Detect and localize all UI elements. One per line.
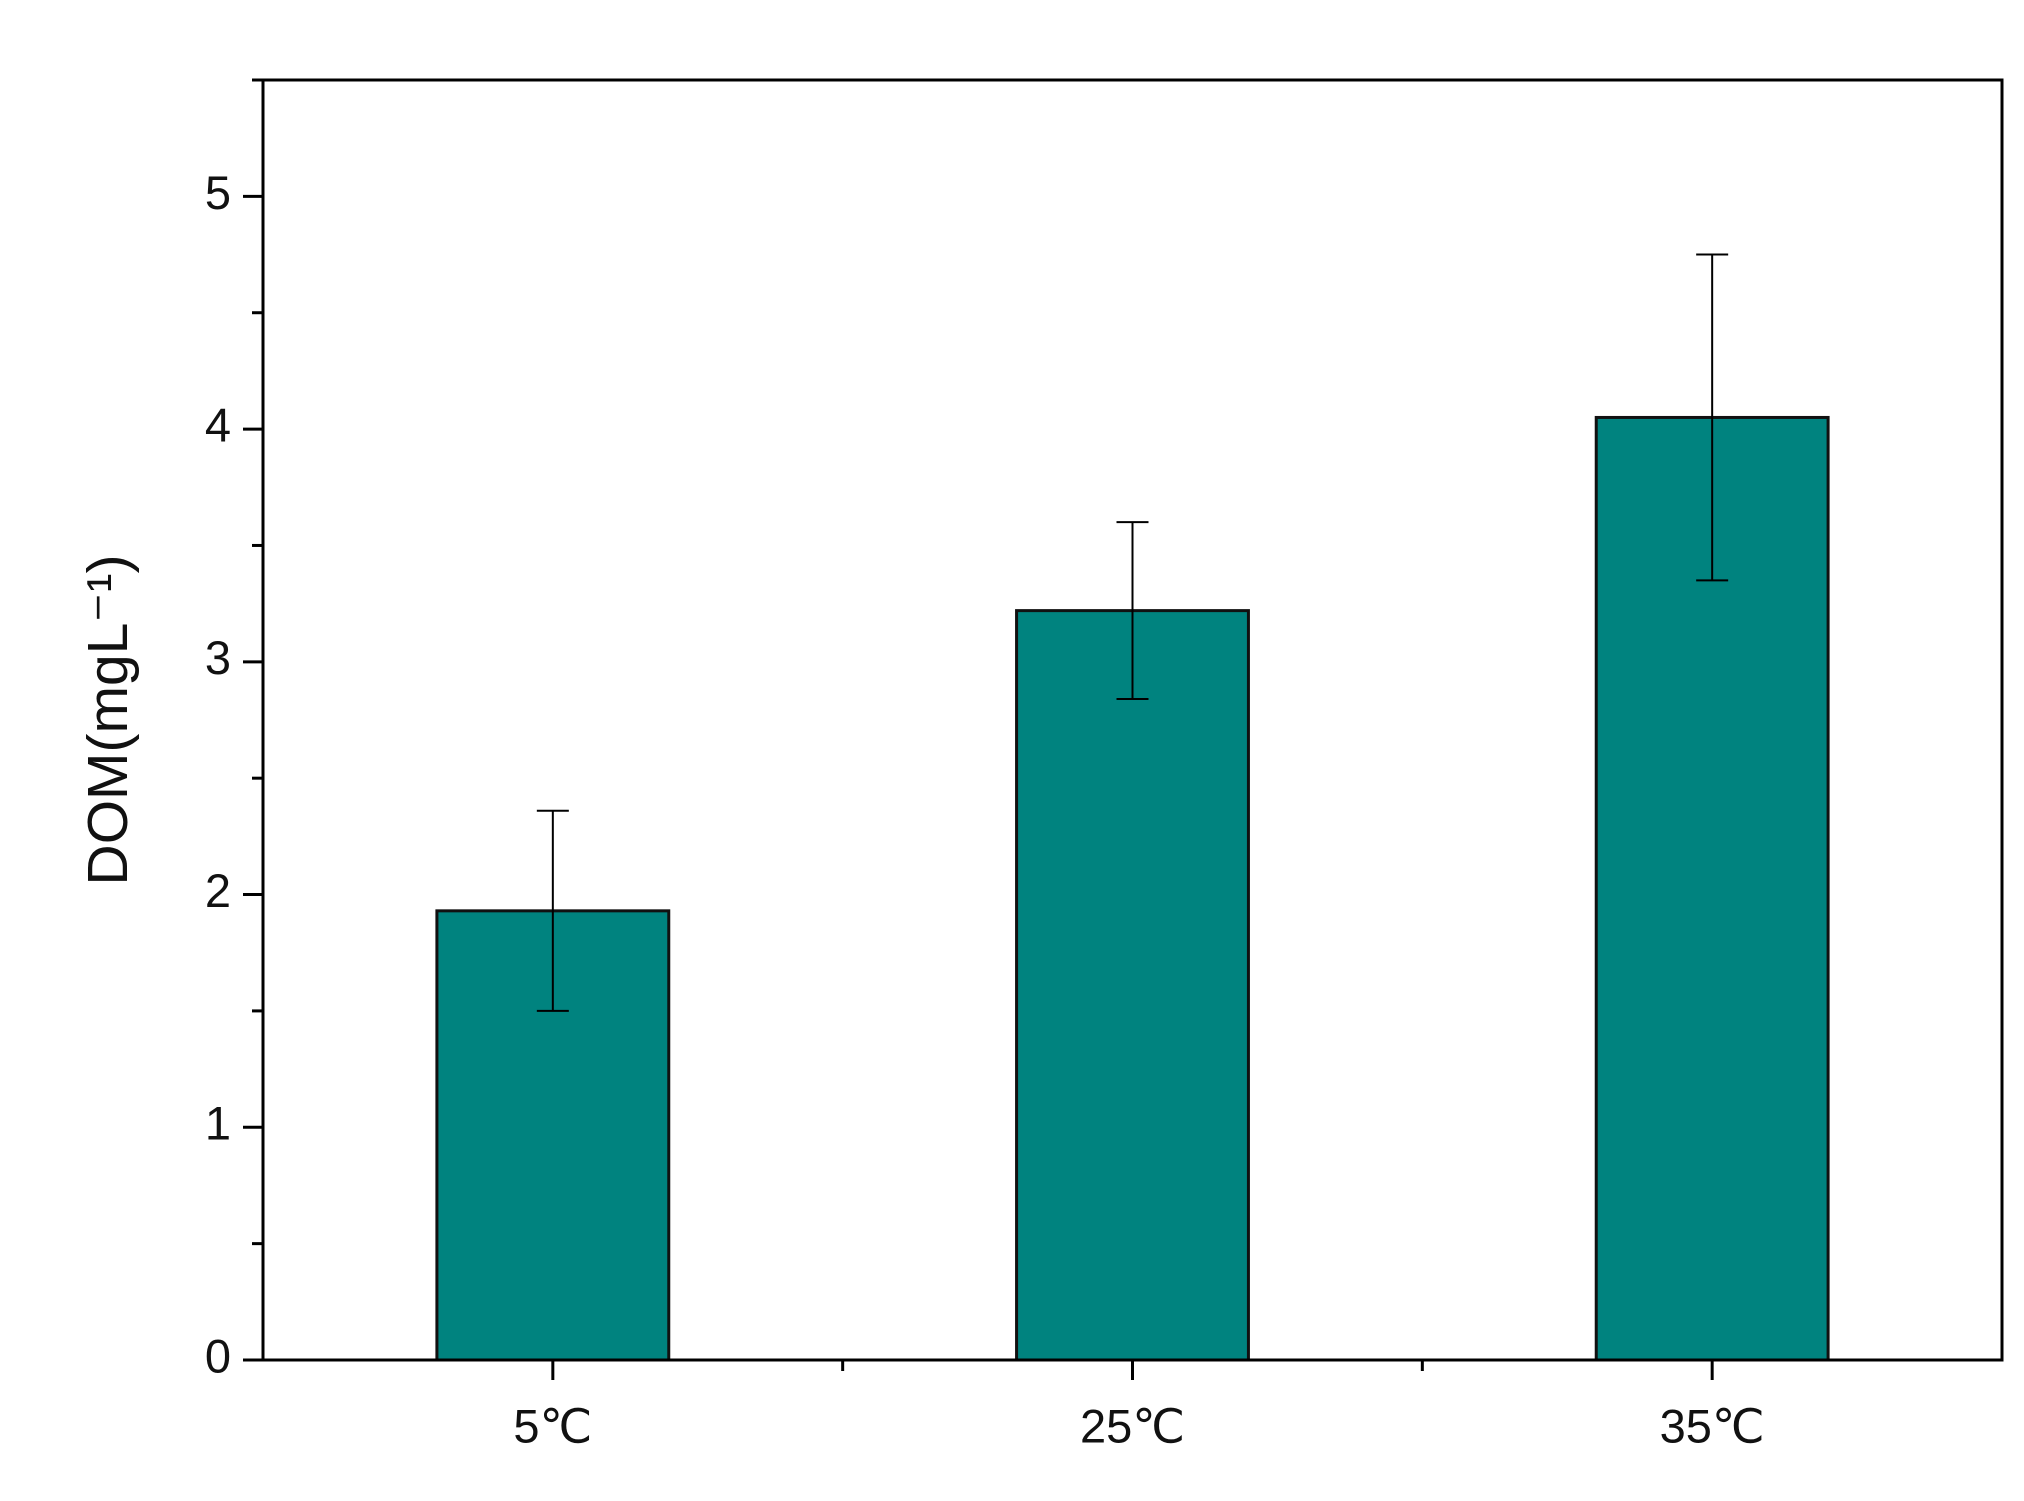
y-tick-label: 2 bbox=[205, 864, 231, 917]
y-tick-label: 5 bbox=[205, 166, 231, 219]
x-tick-label: 25℃ bbox=[1080, 1399, 1185, 1452]
y-tick-label: 1 bbox=[205, 1097, 231, 1150]
bar bbox=[1015, 609, 1250, 1362]
y-tick-label: 4 bbox=[205, 399, 231, 452]
y-axis-label: DOM(mgL⁻¹) bbox=[76, 555, 140, 886]
y-tick-label: 3 bbox=[205, 631, 231, 684]
x-tick-label: 35℃ bbox=[1660, 1399, 1765, 1452]
x-tick-label: 5℃ bbox=[513, 1399, 592, 1452]
y-tick-label: 0 bbox=[205, 1329, 231, 1382]
plot-frame bbox=[261, 78, 2004, 1362]
